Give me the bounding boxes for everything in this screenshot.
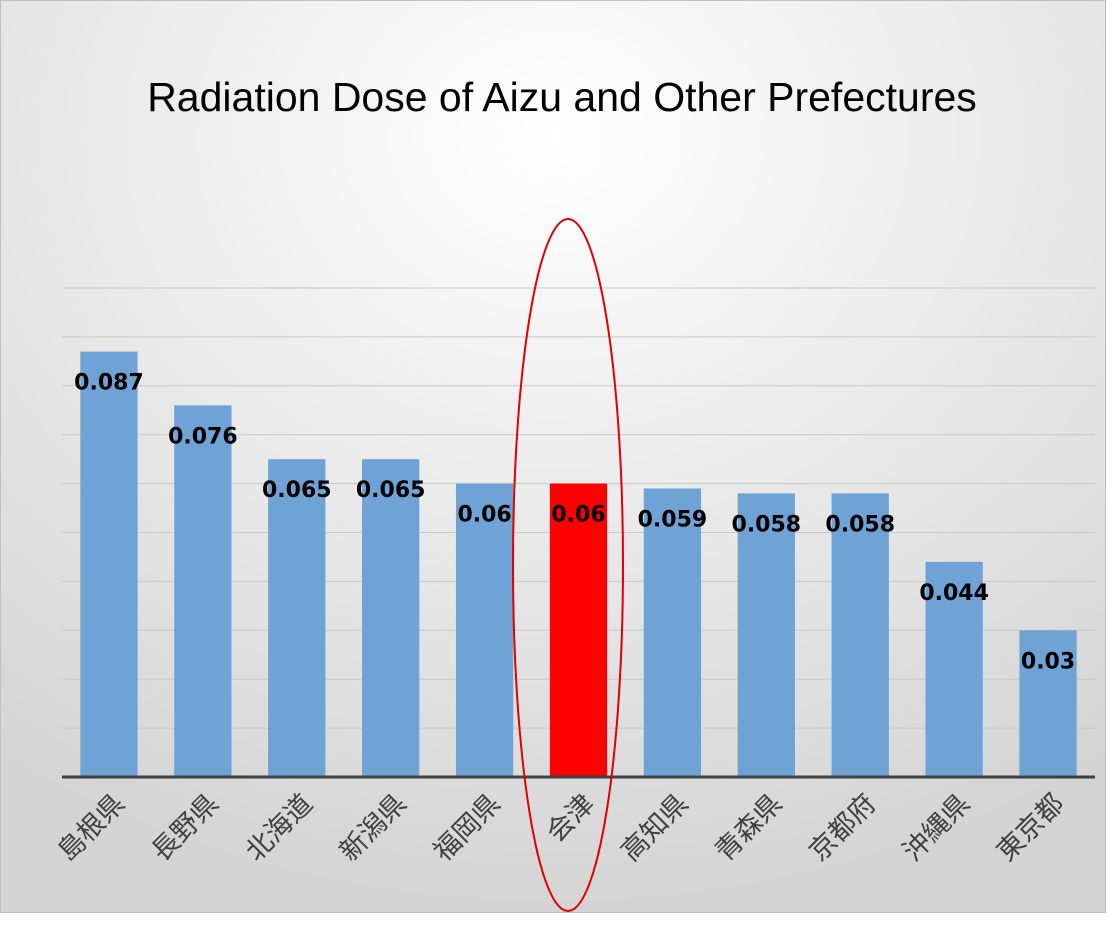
data-label: 0.065 bbox=[356, 478, 426, 503]
data-label: 0.059 bbox=[638, 507, 708, 532]
data-label: 0.06 bbox=[551, 503, 605, 528]
bar bbox=[80, 351, 138, 777]
data-label: 0.058 bbox=[732, 512, 802, 537]
bar bbox=[1019, 630, 1077, 777]
bar bbox=[831, 493, 889, 777]
bar bbox=[268, 459, 326, 777]
bar bbox=[362, 459, 420, 777]
bar bbox=[737, 493, 795, 777]
data-label: 0.087 bbox=[74, 371, 144, 396]
data-label: 0.044 bbox=[919, 581, 989, 606]
bar bbox=[455, 483, 514, 777]
bar bbox=[549, 483, 608, 777]
data-label: 0.065 bbox=[262, 478, 332, 503]
data-label: 0.076 bbox=[168, 424, 238, 449]
chart-title: Radiation Dose of Aizu and Other Prefect… bbox=[147, 74, 977, 120]
highlight-ellipse bbox=[512, 218, 624, 912]
bar bbox=[643, 488, 702, 777]
data-label: 0.06 bbox=[457, 503, 511, 528]
data-label: 0.03 bbox=[1021, 649, 1075, 674]
bar bbox=[174, 405, 232, 777]
bar bbox=[925, 561, 983, 777]
data-label: 0.058 bbox=[825, 512, 895, 537]
